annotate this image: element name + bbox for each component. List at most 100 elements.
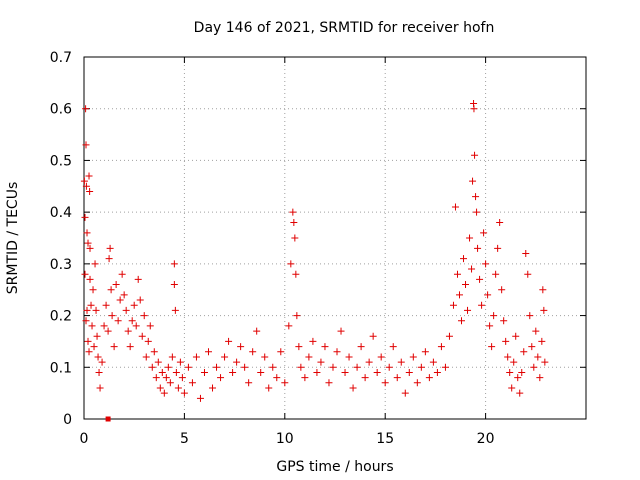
data-point bbox=[534, 353, 542, 361]
data-point bbox=[94, 353, 102, 361]
x-axis-label: GPS time / hours bbox=[276, 459, 393, 475]
data-point bbox=[82, 317, 90, 325]
data-point bbox=[345, 353, 353, 361]
data-point bbox=[502, 337, 510, 345]
data-point bbox=[309, 337, 317, 345]
data-point bbox=[178, 374, 186, 382]
data-point bbox=[494, 244, 502, 252]
data-point bbox=[221, 353, 229, 361]
data-point bbox=[158, 368, 166, 376]
y-tick-label: 0.1 bbox=[50, 360, 72, 376]
data-point bbox=[510, 358, 518, 366]
data-point bbox=[341, 368, 349, 376]
data-point bbox=[136, 296, 144, 304]
data-point bbox=[512, 332, 520, 340]
data-point bbox=[128, 317, 136, 325]
data-point bbox=[433, 368, 441, 376]
data-point bbox=[180, 389, 188, 397]
data-point bbox=[514, 374, 522, 382]
data-point bbox=[82, 141, 90, 149]
data-point bbox=[522, 250, 530, 258]
data-point bbox=[233, 358, 241, 366]
data-point bbox=[536, 374, 544, 382]
data-point bbox=[365, 358, 373, 366]
data-point bbox=[349, 384, 357, 392]
data-point bbox=[82, 182, 90, 190]
data-point bbox=[95, 368, 103, 376]
data-point bbox=[478, 301, 486, 309]
data-point bbox=[269, 363, 277, 371]
data-point bbox=[144, 337, 152, 345]
data-point bbox=[84, 337, 92, 345]
data-point bbox=[293, 312, 301, 320]
data-point bbox=[301, 374, 309, 382]
data-point bbox=[132, 322, 140, 330]
data-point bbox=[453, 270, 461, 278]
data-point bbox=[86, 244, 94, 252]
data-point bbox=[166, 379, 174, 387]
data-point bbox=[468, 265, 476, 273]
data-point bbox=[116, 296, 124, 304]
data-point bbox=[105, 255, 113, 263]
data-point bbox=[449, 301, 457, 309]
data-point bbox=[458, 317, 466, 325]
data-point bbox=[152, 374, 160, 382]
data-point bbox=[170, 281, 178, 289]
data-point bbox=[540, 306, 548, 314]
data-point bbox=[130, 301, 138, 309]
data-point bbox=[164, 363, 172, 371]
chart-title: Day 146 of 2021, SRMTID for receiver hof… bbox=[194, 20, 495, 36]
data-point bbox=[150, 348, 158, 356]
data-point bbox=[530, 363, 538, 371]
data-point bbox=[506, 368, 514, 376]
x-tick-labels: 0 5 10 15 20 bbox=[80, 431, 495, 447]
data-point bbox=[466, 234, 474, 242]
data-point bbox=[148, 363, 156, 371]
data-point bbox=[188, 379, 196, 387]
data-point bbox=[122, 306, 130, 314]
data-point bbox=[112, 281, 120, 289]
data-point bbox=[313, 368, 321, 376]
data-point bbox=[162, 374, 170, 382]
data-point bbox=[245, 379, 253, 387]
data-point bbox=[91, 260, 99, 268]
data-point bbox=[492, 270, 500, 278]
data-point bbox=[516, 389, 524, 397]
data-point bbox=[108, 312, 116, 320]
data-point bbox=[192, 353, 200, 361]
data-point bbox=[377, 353, 385, 361]
data-point bbox=[81, 213, 89, 221]
y-tick-label: 0.6 bbox=[50, 102, 72, 118]
data-point bbox=[520, 348, 528, 356]
x-tick-label: 10 bbox=[276, 431, 294, 447]
data-point bbox=[469, 177, 477, 185]
data-point bbox=[361, 374, 369, 382]
data-point bbox=[170, 260, 178, 268]
data-point bbox=[120, 291, 128, 299]
data-point bbox=[85, 172, 93, 180]
data-point bbox=[142, 353, 150, 361]
data-point bbox=[473, 208, 481, 216]
data-point bbox=[83, 229, 91, 237]
data-point bbox=[126, 343, 134, 351]
data-point bbox=[257, 368, 265, 376]
data-point bbox=[229, 368, 237, 376]
data-point bbox=[204, 348, 212, 356]
data-point bbox=[528, 343, 536, 351]
y-axis-label: SRMTID / TECUs bbox=[5, 182, 21, 295]
data-point bbox=[490, 312, 498, 320]
data-points bbox=[80, 100, 549, 422]
data-point bbox=[176, 358, 184, 366]
data-point bbox=[397, 358, 405, 366]
data-point bbox=[464, 306, 472, 314]
data-point bbox=[455, 291, 463, 299]
data-point bbox=[98, 358, 106, 366]
data-point bbox=[325, 379, 333, 387]
data-point bbox=[265, 384, 273, 392]
data-point bbox=[118, 270, 126, 278]
data-point bbox=[83, 306, 91, 314]
y-tick-label: 0.7 bbox=[50, 50, 72, 66]
data-point bbox=[474, 244, 482, 252]
data-point bbox=[174, 384, 182, 392]
data-point bbox=[357, 343, 365, 351]
